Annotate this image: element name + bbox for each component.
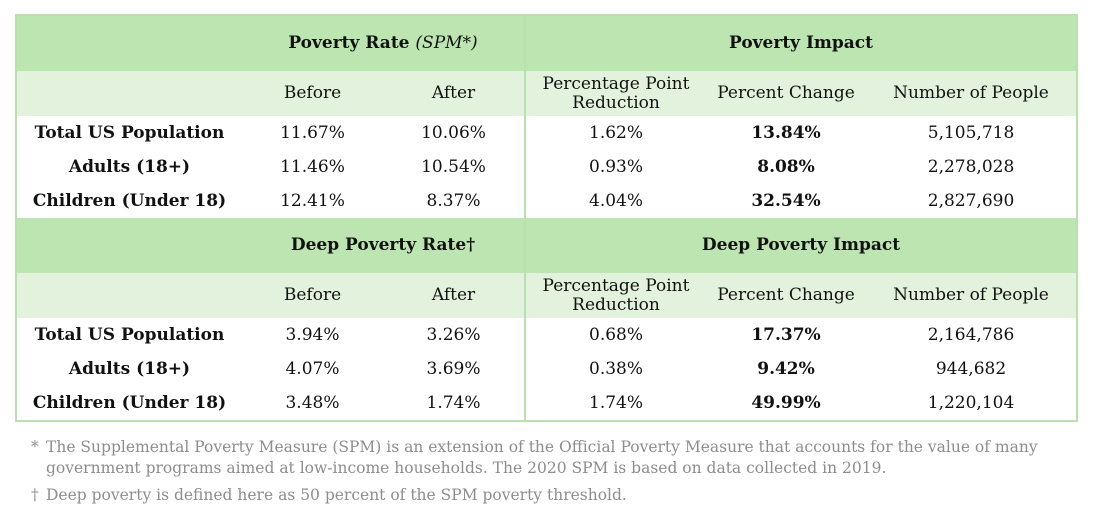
col-percent-change: Percent Change bbox=[706, 71, 867, 116]
cell-after: 10.06% bbox=[383, 116, 526, 150]
deep-poverty-impact-header: Deep Poverty Impact bbox=[524, 218, 1078, 273]
section-header-row: Deep Poverty Rate† Deep Poverty Impact bbox=[16, 218, 1078, 273]
table-row: Children (Under 18) 12.41% 8.37% 4.04% 3… bbox=[16, 184, 1078, 218]
col-number-of-people: Number of People bbox=[866, 71, 1078, 116]
cell-pp-reduction: 4.04% bbox=[524, 184, 707, 218]
table-row: Total US Population 3.94% 3.26% 0.68% 17… bbox=[16, 318, 1078, 352]
footnote-text: The Supplemental Poverty Measure (SPM) i… bbox=[46, 438, 1038, 477]
row-label: Children (Under 18) bbox=[16, 386, 242, 421]
cell-after: 1.74% bbox=[383, 386, 526, 421]
cell-percent-change: 13.84% bbox=[706, 116, 867, 150]
cell-people: 1,220,104 bbox=[866, 386, 1078, 421]
table-row: Adults (18+) 4.07% 3.69% 0.38% 9.42% 944… bbox=[16, 352, 1078, 386]
corner-cell bbox=[16, 71, 242, 116]
footnote-spm: * The Supplemental Poverty Measure (SPM)… bbox=[31, 437, 1081, 479]
cell-before: 4.07% bbox=[242, 352, 383, 386]
footnote-deep-poverty: † Deep poverty is defined here as 50 per… bbox=[31, 485, 1081, 506]
footnote-text: Deep poverty is defined here as 50 perce… bbox=[46, 486, 627, 504]
cell-pp-reduction: 1.74% bbox=[524, 386, 707, 421]
corner-cell bbox=[16, 273, 242, 318]
cell-after: 3.26% bbox=[383, 318, 526, 352]
cell-people: 2,827,690 bbox=[866, 184, 1078, 218]
cell-after: 3.69% bbox=[383, 352, 526, 386]
column-header-row: Before After Percentage Point Reduction … bbox=[16, 273, 1078, 318]
corner-cell bbox=[16, 218, 242, 273]
col-before: Before bbox=[242, 273, 383, 318]
cell-before: 11.46% bbox=[242, 150, 383, 184]
cell-percent-change: 32.54% bbox=[706, 184, 867, 218]
cell-before: 3.94% bbox=[242, 318, 383, 352]
cell-percent-change: 49.99% bbox=[706, 386, 867, 421]
cell-people: 2,164,786 bbox=[866, 318, 1078, 352]
col-after: After bbox=[383, 273, 526, 318]
cell-people: 5,105,718 bbox=[866, 116, 1078, 150]
cell-people: 2,278,028 bbox=[866, 150, 1078, 184]
footnote-marker: † bbox=[31, 486, 39, 504]
cell-pp-reduction: 0.38% bbox=[524, 352, 707, 386]
cell-pp-reduction: 0.93% bbox=[524, 150, 707, 184]
cell-before: 11.67% bbox=[242, 116, 383, 150]
col-pp-reduction: Percentage Point Reduction bbox=[524, 71, 707, 116]
cell-percent-change: 17.37% bbox=[706, 318, 867, 352]
cell-pp-reduction: 1.62% bbox=[524, 116, 707, 150]
table-row: Total US Population 11.67% 10.06% 1.62% … bbox=[16, 116, 1078, 150]
col-percent-change: Percent Change bbox=[706, 273, 867, 318]
cell-after: 10.54% bbox=[383, 150, 526, 184]
row-label: Children (Under 18) bbox=[16, 184, 242, 218]
cell-percent-change: 8.08% bbox=[706, 150, 867, 184]
poverty-rate-title: Poverty Rate bbox=[288, 33, 410, 54]
col-before: Before bbox=[242, 71, 383, 116]
corner-cell bbox=[16, 15, 242, 71]
table-row: Children (Under 18) 3.48% 1.74% 1.74% 49… bbox=[16, 386, 1078, 421]
cell-before: 12.41% bbox=[242, 184, 383, 218]
col-number-of-people: Number of People bbox=[866, 273, 1078, 318]
footnote-marker: * bbox=[31, 438, 39, 456]
poverty-table: Poverty Rate (SPM*) Poverty Impact Befor… bbox=[15, 14, 1079, 422]
section-header-row: Poverty Rate (SPM*) Poverty Impact bbox=[16, 15, 1078, 71]
col-pp-reduction: Percentage Point Reduction bbox=[524, 273, 707, 318]
cell-before: 3.48% bbox=[242, 386, 383, 421]
col-after: After bbox=[383, 71, 526, 116]
row-label: Adults (18+) bbox=[16, 150, 242, 184]
row-label: Total US Population bbox=[16, 318, 242, 352]
cell-pp-reduction: 0.68% bbox=[524, 318, 707, 352]
row-label: Total US Population bbox=[16, 116, 242, 150]
footnotes: * The Supplemental Poverty Measure (SPM)… bbox=[31, 437, 1081, 506]
spm-note: (SPM*) bbox=[415, 33, 478, 54]
cell-after: 8.37% bbox=[383, 184, 526, 218]
table-row: Adults (18+) 11.46% 10.54% 0.93% 8.08% 2… bbox=[16, 150, 1078, 184]
cell-people: 944,682 bbox=[866, 352, 1078, 386]
poverty-rate-header: Poverty Rate (SPM*) bbox=[242, 15, 526, 71]
row-label: Adults (18+) bbox=[16, 352, 242, 386]
cell-percent-change: 9.42% bbox=[706, 352, 867, 386]
column-header-row: Before After Percentage Point Reduction … bbox=[16, 71, 1078, 116]
poverty-impact-header: Poverty Impact bbox=[524, 15, 1078, 71]
deep-poverty-rate-header: Deep Poverty Rate† bbox=[242, 218, 526, 273]
